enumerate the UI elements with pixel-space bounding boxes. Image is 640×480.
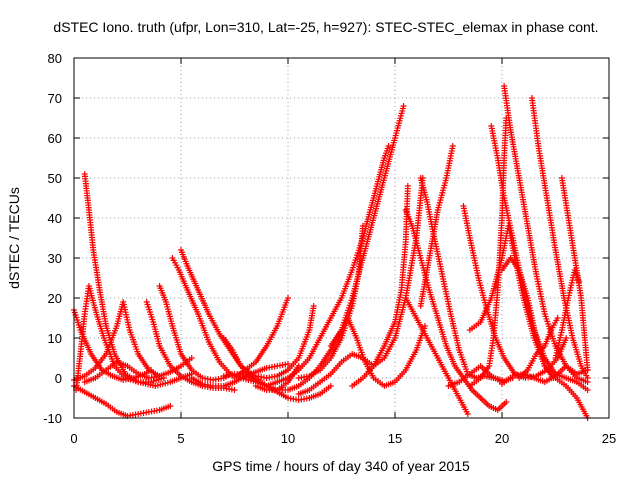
y-tick-label: 20 bbox=[48, 291, 62, 306]
y-tick-label: 60 bbox=[48, 131, 62, 146]
series-17 bbox=[295, 223, 366, 381]
y-tick-label: -10 bbox=[43, 411, 62, 426]
x-tick-label: 15 bbox=[388, 431, 402, 446]
series-markers bbox=[516, 315, 561, 381]
axis-ticks: 0 5 10 15 20 25 -10 0 10 20 30 40 50 60 70 80 bbox=[43, 51, 616, 446]
y-tick-label: 50 bbox=[48, 171, 62, 186]
chart-title: dSTEC Iono. truth (ufpr, Lon=310, Lat=-2… bbox=[53, 19, 598, 35]
data-marks bbox=[71, 83, 591, 421]
series-markers bbox=[81, 355, 195, 385]
x-tick-label: 25 bbox=[602, 431, 616, 446]
x-tick-label: 10 bbox=[281, 431, 295, 446]
series-markers bbox=[402, 295, 471, 417]
series-24 bbox=[402, 295, 471, 417]
y-axis-label: dSTEC / TECUs bbox=[6, 187, 22, 289]
series-23 bbox=[417, 143, 456, 309]
series-29 bbox=[501, 83, 591, 385]
series-31 bbox=[558, 175, 591, 373]
series-36 bbox=[445, 363, 516, 389]
series-markers bbox=[327, 315, 428, 389]
y-tick-label: 10 bbox=[48, 331, 62, 346]
x-tick-label: 5 bbox=[177, 431, 184, 446]
series-markers bbox=[501, 83, 591, 385]
series-18 bbox=[327, 315, 428, 389]
y-tick-label: 40 bbox=[48, 211, 62, 226]
y-tick-label: 0 bbox=[55, 371, 62, 386]
series-markers bbox=[156, 283, 234, 383]
x-axis-label: GPS time / hours of day 340 of year 2015 bbox=[212, 458, 470, 474]
x-tick-label: 20 bbox=[495, 431, 509, 446]
series-markers bbox=[349, 183, 411, 389]
y-tick-label: 70 bbox=[48, 91, 62, 106]
series-8 bbox=[156, 283, 234, 383]
series-markers bbox=[71, 383, 174, 419]
series-30 bbox=[528, 95, 591, 381]
series-5 bbox=[71, 383, 174, 419]
x-tick-label: 0 bbox=[70, 431, 77, 446]
series-34 bbox=[516, 315, 561, 381]
series-markers bbox=[558, 175, 591, 373]
y-tick-label: 30 bbox=[48, 251, 62, 266]
series-markers bbox=[528, 95, 591, 381]
plot-frame bbox=[73, 57, 610, 419]
series-markers bbox=[417, 143, 456, 309]
series-6 bbox=[81, 355, 195, 385]
series-3 bbox=[81, 171, 195, 389]
series-14 bbox=[220, 303, 317, 381]
series-markers bbox=[552, 267, 583, 361]
series-markers bbox=[81, 171, 195, 389]
series-markers bbox=[295, 223, 366, 381]
series-32 bbox=[552, 267, 583, 361]
series-20 bbox=[349, 183, 411, 389]
series-markers bbox=[220, 303, 317, 381]
series-markers bbox=[445, 363, 516, 389]
y-tick-label: 80 bbox=[48, 51, 62, 66]
